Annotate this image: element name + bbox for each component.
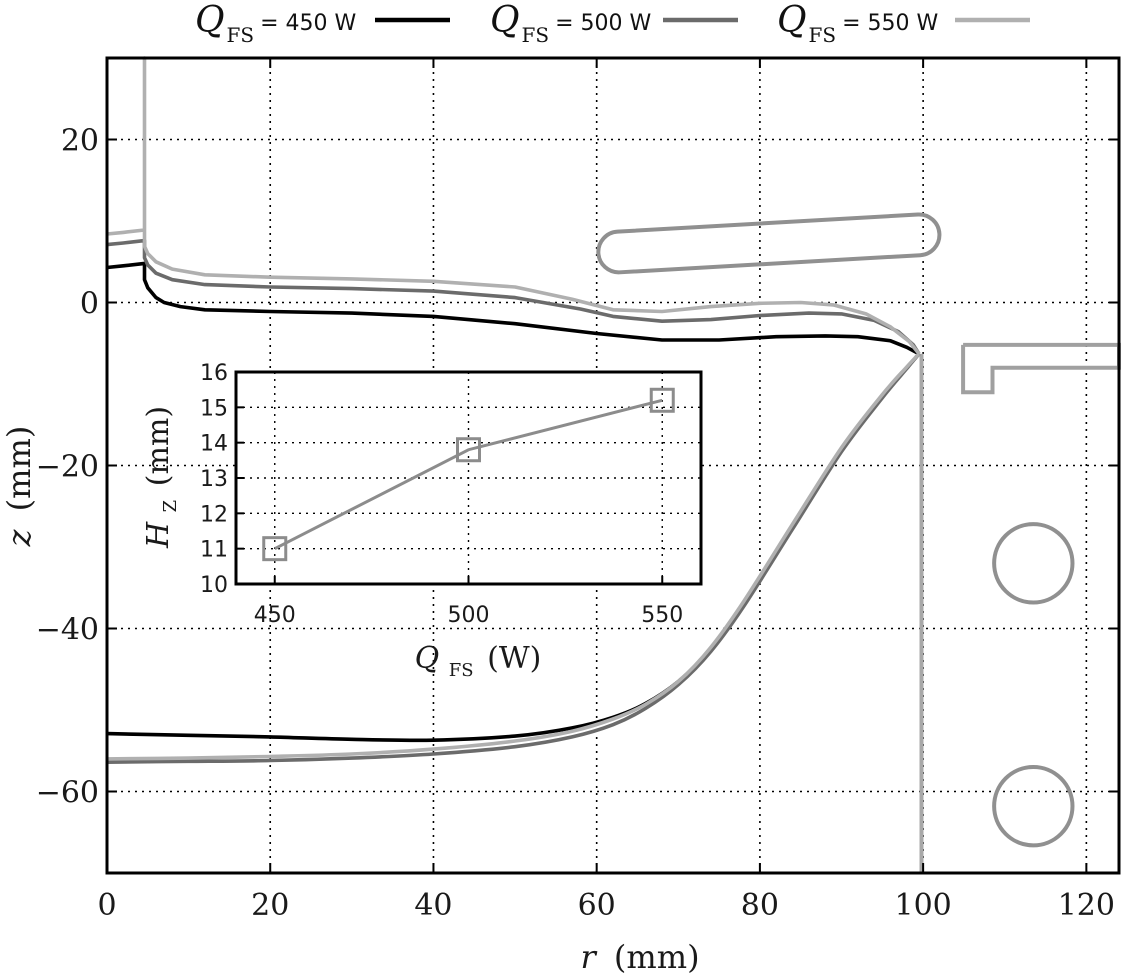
inset-x-tick-label: 500	[448, 603, 490, 628]
series-group	[106, 56, 921, 764]
inset-x-axis-unit: (W)	[487, 641, 541, 676]
inset-y-tick-label: 15	[200, 396, 228, 421]
series-3-free-surface	[106, 56, 921, 355]
x-tick-label: 100	[894, 888, 951, 923]
coil-circle	[992, 522, 1075, 605]
inset-y-axis-label: H Z (mm)	[141, 406, 184, 549]
inset-x-axis-label: Q FS (W)	[415, 641, 542, 684]
x-tick-label: 40	[414, 888, 452, 923]
x-tick-label: 20	[251, 888, 289, 923]
y-axis-label: z (mm)	[0, 426, 38, 548]
inset-y-tick-label: 13	[200, 467, 228, 492]
inset-y-axis-subscript: Z	[160, 500, 181, 513]
x-tick-label: 80	[741, 888, 779, 923]
series-3-interface	[106, 352, 921, 761]
x-tick-label: 120	[1058, 888, 1115, 923]
inset-data-point	[262, 536, 288, 562]
inset-y-tick-label: 10	[200, 573, 228, 598]
inset-grid	[236, 372, 701, 584]
inset-y-tick-label: 11	[200, 538, 228, 563]
crucible-support	[961, 342, 1121, 395]
y-axis-symbol: z	[0, 528, 38, 547]
legend-entry-2: Q FS = 500 W	[490, 0, 738, 47]
inset-y-axis-symbol: H	[141, 521, 176, 549]
legend-label: Q FS = 500 W	[490, 0, 652, 47]
y-tick-label: 0	[80, 287, 99, 322]
inset-x-tick-label: 550	[641, 603, 683, 628]
inset-series-line	[274, 398, 663, 551]
legend-label: Q FS = 550 W	[777, 0, 939, 47]
x-axis-symbol: r	[580, 938, 597, 976]
x-tick-label: 0	[97, 888, 116, 923]
x-tick-label: 60	[578, 888, 616, 923]
inset-y-tick-label: 14	[200, 432, 228, 457]
inset-y-tick-label: 12	[200, 502, 228, 527]
legend: Q FS = 450 W Q FS = 500 W Q FS = 550 W	[195, 0, 1030, 47]
inductor-shape	[596, 212, 942, 275]
inset-ticks: 450 500 550 10 11 12 13 14 15 16	[200, 361, 683, 628]
main-ticks: 0 20 40 60 80 100 120 −60 −40 −20 0 20	[36, 58, 1119, 923]
series-2-interface	[106, 352, 921, 764]
x-axis-unit: (mm)	[614, 938, 700, 976]
y-tick-label: −60	[36, 776, 99, 811]
legend-entry-1: Q FS = 450 W	[195, 0, 450, 47]
inset-y-axis-unit: (mm)	[141, 406, 176, 486]
series-1-free-surface	[106, 261, 920, 356]
y-tick-label: 20	[61, 124, 99, 159]
legend-label: Q FS = 450 W	[195, 0, 357, 47]
y-axis-unit: (mm)	[0, 426, 38, 512]
legend-entry-3: Q FS = 550 W	[777, 0, 1030, 47]
series-2-free-surface	[106, 238, 921, 355]
inset-x-axis-symbol: Q	[415, 641, 440, 676]
inset-series	[262, 387, 675, 562]
x-axis-label: r (mm)	[580, 938, 699, 976]
inset-data-point	[456, 437, 481, 463]
inset-x-tick-label: 450	[254, 603, 296, 628]
coil-circle	[992, 764, 1075, 848]
y-tick-label: −40	[36, 613, 99, 648]
inset-y-tick-label: 16	[200, 361, 228, 386]
inset-data-point	[649, 387, 675, 413]
y-tick-label: −20	[36, 450, 99, 485]
inset-x-axis-subscript: FS	[449, 660, 474, 681]
